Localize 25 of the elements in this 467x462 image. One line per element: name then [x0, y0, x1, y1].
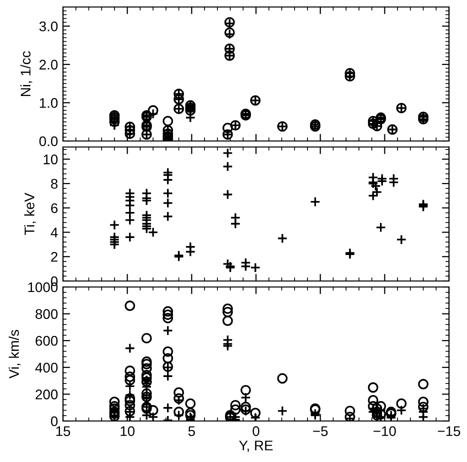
y-tick-label: 0.0 — [39, 136, 58, 146]
y-tick-label: 10 — [44, 154, 58, 164]
x-tick-label: 10 — [120, 426, 135, 436]
x-tick-label: −10 — [374, 426, 396, 436]
y-tick-label: 400 — [35, 362, 58, 373]
x-tick-label: −15 — [438, 426, 460, 436]
y-tick-label: 200 — [36, 390, 58, 400]
x-tick-label: −5 — [313, 426, 328, 436]
y-tick-label: 2 — [51, 252, 58, 262]
y-axis-title: Ni, 1/cc — [20, 51, 32, 96]
y-tick-label: 8 — [51, 178, 58, 189]
y-tick-label: 600 — [36, 336, 58, 346]
y-tick-label: 2.0 — [40, 60, 58, 70]
x-tick-label: 0 — [252, 426, 260, 436]
x-tick-label: 5 — [188, 426, 195, 436]
y-tick-label: 3.0 — [39, 21, 58, 32]
y-tick-label: 4 — [50, 228, 58, 238]
y-tick-label: 6 — [51, 203, 58, 214]
y-tick-label: 800 — [36, 309, 58, 319]
x-axis-title: Y, RE — [239, 440, 273, 452]
y-tick-label: 1.0 — [40, 98, 58, 108]
y-axis-title: Vi, km/s — [8, 330, 21, 379]
y-axis-title: Ti, keV — [24, 192, 36, 236]
y-tick-label: 0 — [50, 416, 58, 426]
x-tick-label: 15 — [56, 426, 70, 436]
